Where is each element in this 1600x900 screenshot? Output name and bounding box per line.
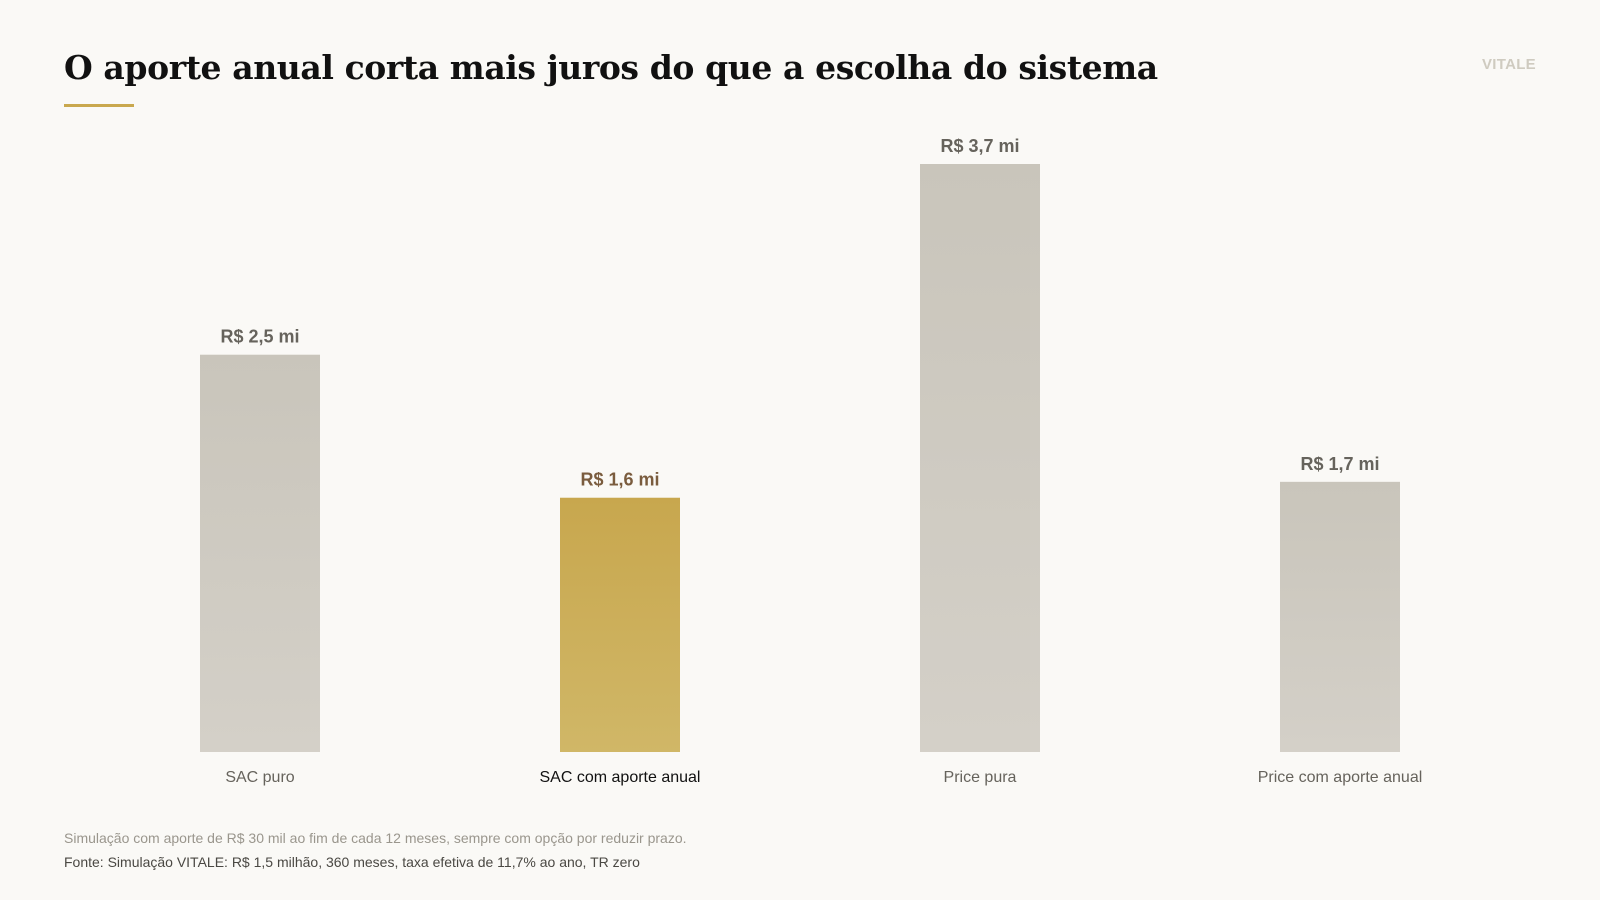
bars-group: R$ 2,5 mi SAC puro R$ 1,6 mi SAC com aporte… xyxy=(200,136,1422,786)
category-label-0: SAC puro xyxy=(225,769,294,786)
category-label-3: Price com aporte anual xyxy=(1258,769,1423,786)
bar-1 xyxy=(560,497,680,752)
chart-source: Fonte: Simulação VITALE: R$ 1,5 milhão, … xyxy=(64,854,640,870)
bar-0 xyxy=(200,354,320,752)
category-label-1: SAC com aporte anual xyxy=(540,769,701,786)
bar-chart: R$ 2,5 mi SAC puro R$ 1,6 mi SAC com aporte… xyxy=(200,136,1422,786)
category-label-2: Price pura xyxy=(944,769,1017,786)
brand-logo: VITALE xyxy=(1481,56,1536,73)
title-accent-rule xyxy=(64,104,134,107)
chart-note: Simulação com aporte de R$ 30 mil ao fim… xyxy=(64,830,687,846)
bar-value-label-0: R$ 2,5 mi xyxy=(220,327,299,347)
bar-3 xyxy=(1280,481,1400,752)
chart-title: O aporte anual corta mais juros do que a… xyxy=(64,48,1158,87)
bar-value-label-3: R$ 1,7 mi xyxy=(1300,454,1379,474)
bar-value-label-1: R$ 1,6 mi xyxy=(580,470,659,490)
bar-value-label-2: R$ 3,7 mi xyxy=(940,136,1019,156)
bar-2 xyxy=(920,164,1040,752)
